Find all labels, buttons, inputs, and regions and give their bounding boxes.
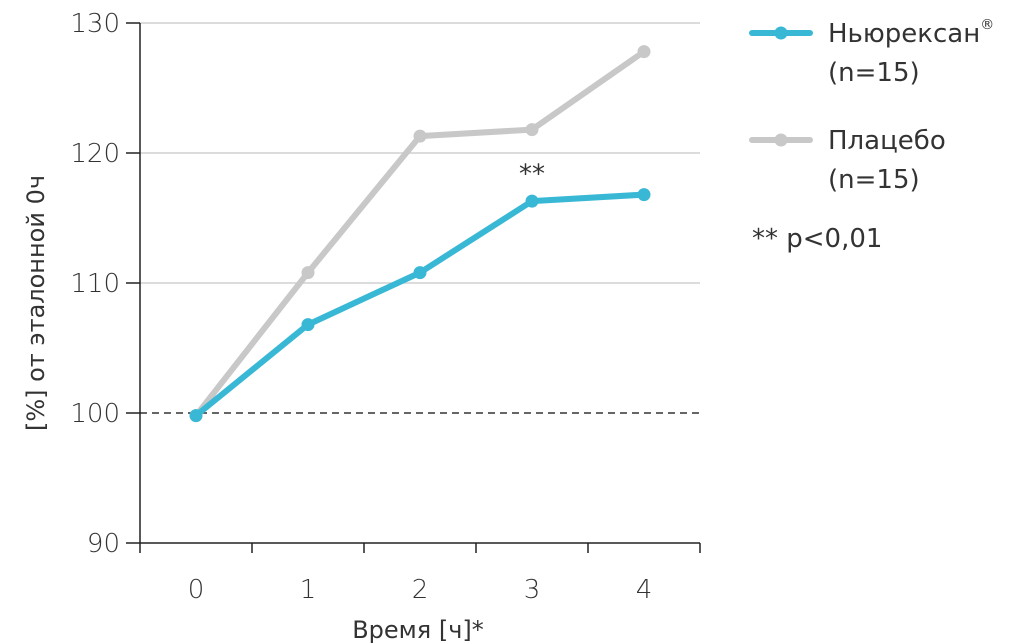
data-point	[637, 188, 651, 202]
legend-label-suffix: ®	[980, 17, 994, 33]
legend-swatch-dot-1	[774, 133, 788, 147]
x-tick-label: 3	[524, 575, 541, 605]
legend-label: Плацебо	[828, 126, 946, 156]
x-tick-label: 4	[636, 575, 653, 605]
footnote-significance: ** p<0,01	[752, 224, 882, 254]
legend: Ньюрексан® (n=15) Плацебо (n=15)	[749, 17, 994, 195]
grid-lines	[140, 22, 700, 284]
data-point	[301, 318, 315, 332]
y-tick-label: 100	[70, 399, 120, 429]
data-point	[189, 409, 203, 423]
y-tick-label: 130	[70, 9, 120, 39]
annotations: **	[519, 160, 545, 190]
data-point	[301, 266, 315, 280]
series-line-0	[193, 191, 647, 419]
series-group	[189, 45, 651, 423]
legend-swatch-dot-0	[774, 26, 788, 40]
data-point	[637, 45, 651, 59]
x-axis-ticks: 0 1 2 3 4	[139, 543, 701, 605]
data-point	[413, 266, 427, 280]
x-tick-label: 1	[300, 575, 317, 605]
x-tick-label: 2	[412, 575, 429, 605]
y-tick-label: 90	[87, 529, 120, 559]
legend-label-line2: (n=15)	[828, 58, 920, 88]
legend-label-line2: (n=15)	[828, 165, 920, 195]
legend-label: Ньюрексан®	[828, 17, 994, 49]
y-tick-label: 110	[70, 269, 120, 299]
y-axis-ticks: 90 100 110 120 130	[70, 9, 140, 559]
y-axis-label: [%] от эталонной 0ч	[22, 175, 50, 431]
x-tick-label: 0	[188, 575, 205, 605]
data-point	[413, 129, 427, 143]
data-point	[525, 194, 539, 208]
y-tick-label: 120	[70, 139, 120, 169]
data-point	[525, 123, 539, 137]
significance-marker: **	[519, 160, 545, 190]
x-axis-label: Время [ч]*	[352, 616, 484, 644]
